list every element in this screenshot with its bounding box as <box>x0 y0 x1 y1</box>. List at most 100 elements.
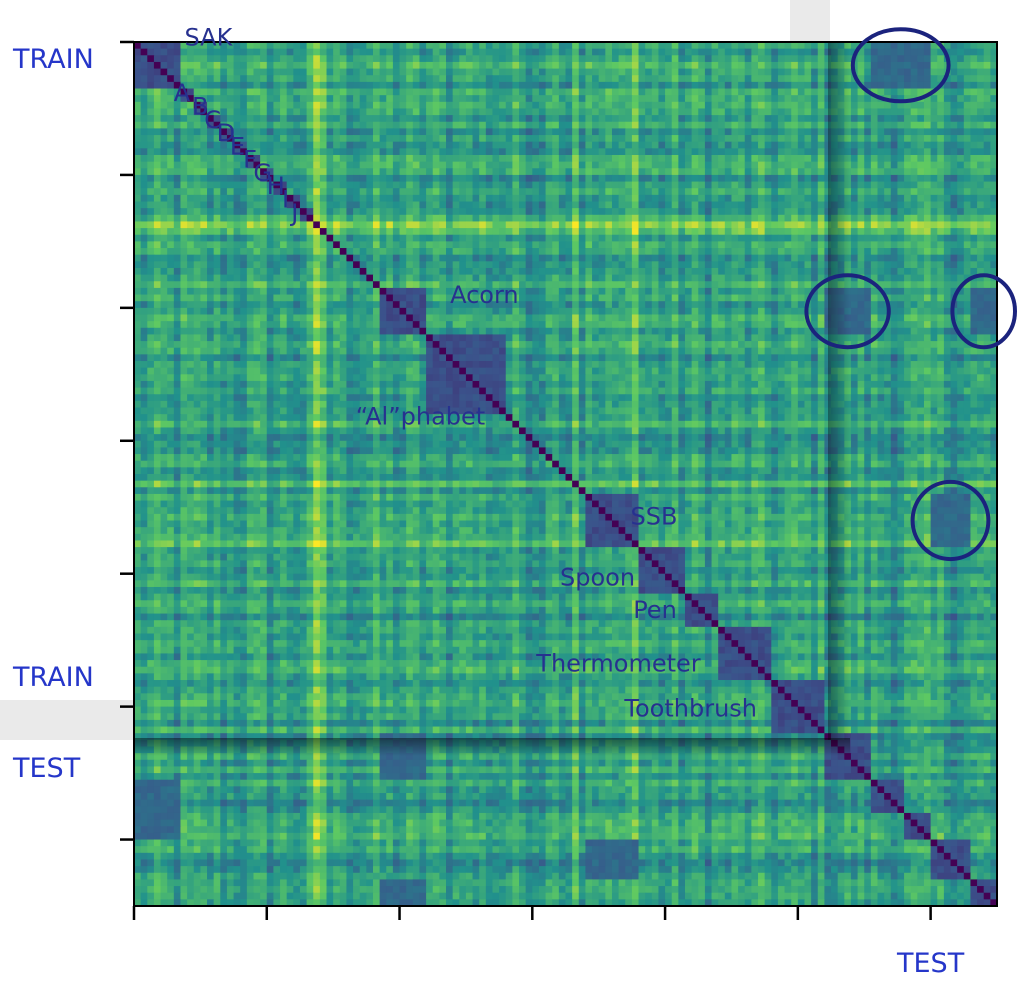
heatmap-cell <box>943 281 952 289</box>
heatmap-cell <box>419 287 427 296</box>
heatmap-cell <box>226 154 235 163</box>
heatmap-cell <box>187 88 195 96</box>
heatmap-cell <box>153 174 162 183</box>
heatmap-cell <box>592 281 600 289</box>
heatmap-cell <box>671 121 679 129</box>
heatmap-cell <box>784 194 792 203</box>
heatmap-cell <box>592 154 600 163</box>
heatmap-cell <box>472 208 480 216</box>
heatmap-cell <box>193 128 201 136</box>
heatmap-cell <box>472 214 480 223</box>
heatmap-cell <box>299 42 308 50</box>
heatmap-cell <box>472 108 480 116</box>
heatmap-cell <box>558 55 567 63</box>
heatmap-cell <box>625 221 633 229</box>
heatmap-cell <box>598 148 606 156</box>
heatmap-cell <box>273 168 281 176</box>
heatmap-cell <box>565 214 573 223</box>
heatmap-cell <box>771 55 779 63</box>
heatmap-cell <box>631 135 640 143</box>
heatmap-cell <box>167 234 175 242</box>
heatmap-cell <box>904 75 912 83</box>
heatmap-cell <box>937 254 945 262</box>
heatmap-cell <box>472 135 480 143</box>
heatmap-cell <box>578 228 587 236</box>
heatmap-cell <box>990 287 998 296</box>
heatmap-cell <box>386 161 394 169</box>
heatmap-cell <box>864 174 872 183</box>
heatmap-cell <box>811 234 819 242</box>
heatmap-cell <box>392 141 401 149</box>
heatmap-cell <box>193 81 201 90</box>
heatmap-cell <box>392 174 401 183</box>
heatmap-cell <box>379 261 387 269</box>
heatmap-cell <box>870 115 879 123</box>
heatmap-cell <box>180 274 188 282</box>
heatmap-cell <box>505 61 513 70</box>
heatmap-cell <box>910 214 918 223</box>
heatmap-cell <box>372 135 381 143</box>
heatmap-cell <box>353 88 361 96</box>
heatmap-cell <box>698 208 706 216</box>
heatmap-cell <box>426 121 434 129</box>
heatmap-cell <box>412 108 421 116</box>
heatmap-cell <box>605 128 613 136</box>
heatmap-cell <box>319 294 328 302</box>
heatmap-cell <box>519 181 527 189</box>
heatmap-cell <box>180 148 188 156</box>
heatmap-cell <box>140 248 148 256</box>
heatmap-cell <box>187 168 195 176</box>
heatmap-cell <box>651 88 660 96</box>
heatmap-cell <box>618 188 626 196</box>
heatmap-cell <box>857 95 865 103</box>
heatmap-cell <box>691 128 699 136</box>
heatmap-cell <box>173 274 182 282</box>
heatmap-cell <box>207 154 215 163</box>
heatmap-cell <box>572 174 580 183</box>
heatmap-cell <box>366 294 374 302</box>
heatmap-cell <box>379 88 387 96</box>
heatmap-cell <box>240 234 248 242</box>
heatmap-cell <box>904 228 912 236</box>
heatmap-cell <box>698 234 706 242</box>
heatmap-cell <box>937 161 945 169</box>
heatmap-cell <box>293 61 301 70</box>
heatmap-cell <box>970 194 978 203</box>
heatmap-cell <box>611 194 620 203</box>
heatmap-cell <box>704 234 713 242</box>
heatmap-cell <box>532 228 540 236</box>
heatmap-cell <box>764 201 772 209</box>
heatmap-cell <box>147 101 155 110</box>
heatmap-cell <box>379 248 387 256</box>
heatmap-cell <box>618 228 626 236</box>
heatmap-cell <box>771 61 779 70</box>
heatmap-cell <box>923 128 932 136</box>
heatmap-cell <box>771 261 779 269</box>
heatmap-cell <box>180 281 188 289</box>
heatmap-cell <box>558 214 567 223</box>
heatmap-cell <box>180 115 188 123</box>
heatmap-cell <box>459 188 467 196</box>
heatmap-cell <box>870 228 879 236</box>
heatmap-cell <box>193 254 201 262</box>
heatmap-cell <box>446 248 454 256</box>
heatmap-cell <box>572 221 580 229</box>
heatmap-cell <box>226 61 235 70</box>
heatmap-cell <box>930 181 938 189</box>
heatmap-cell <box>704 214 713 223</box>
heatmap-cell <box>631 174 640 183</box>
heatmap-cell <box>904 181 912 189</box>
heatmap-cell <box>280 274 288 282</box>
heatmap-cell <box>718 128 726 136</box>
heatmap-cell <box>492 248 500 256</box>
heatmap-cell <box>465 42 474 50</box>
heatmap-cell <box>930 42 938 50</box>
heatmap-cell <box>266 61 275 70</box>
heatmap-cell <box>134 128 142 136</box>
heatmap-cell <box>386 48 394 56</box>
heatmap-cell <box>970 174 978 183</box>
heatmap-cell <box>273 108 281 116</box>
heatmap-cell <box>266 42 275 50</box>
heatmap-cell <box>963 181 972 189</box>
heatmap-cell <box>419 68 427 76</box>
